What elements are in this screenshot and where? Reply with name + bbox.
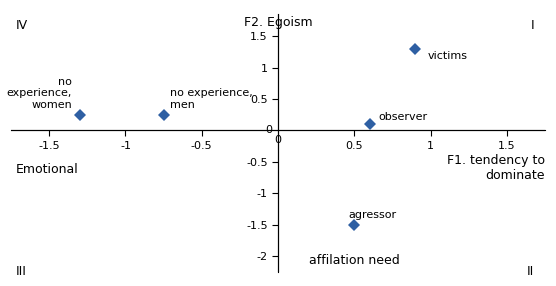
Text: 0: 0: [265, 126, 272, 136]
Text: victims: victims: [428, 51, 468, 61]
Text: F2. Egoism: F2. Egoism: [244, 15, 312, 29]
Text: II: II: [527, 265, 534, 279]
Text: III: III: [16, 265, 27, 279]
Text: no experience,
men: no experience, men: [170, 88, 252, 110]
Text: F1. tendency to
dominate: F1. tendency to dominate: [447, 154, 545, 182]
Text: I: I: [530, 19, 534, 32]
Text: agressor: agressor: [348, 210, 396, 220]
Text: Emotional: Emotional: [16, 163, 78, 176]
Text: observer: observer: [379, 112, 428, 122]
Text: IV: IV: [16, 19, 28, 32]
Text: 0: 0: [275, 136, 281, 146]
Text: no
experience,
women: no experience, women: [7, 77, 72, 110]
Text: affilation need: affilation need: [309, 254, 400, 267]
